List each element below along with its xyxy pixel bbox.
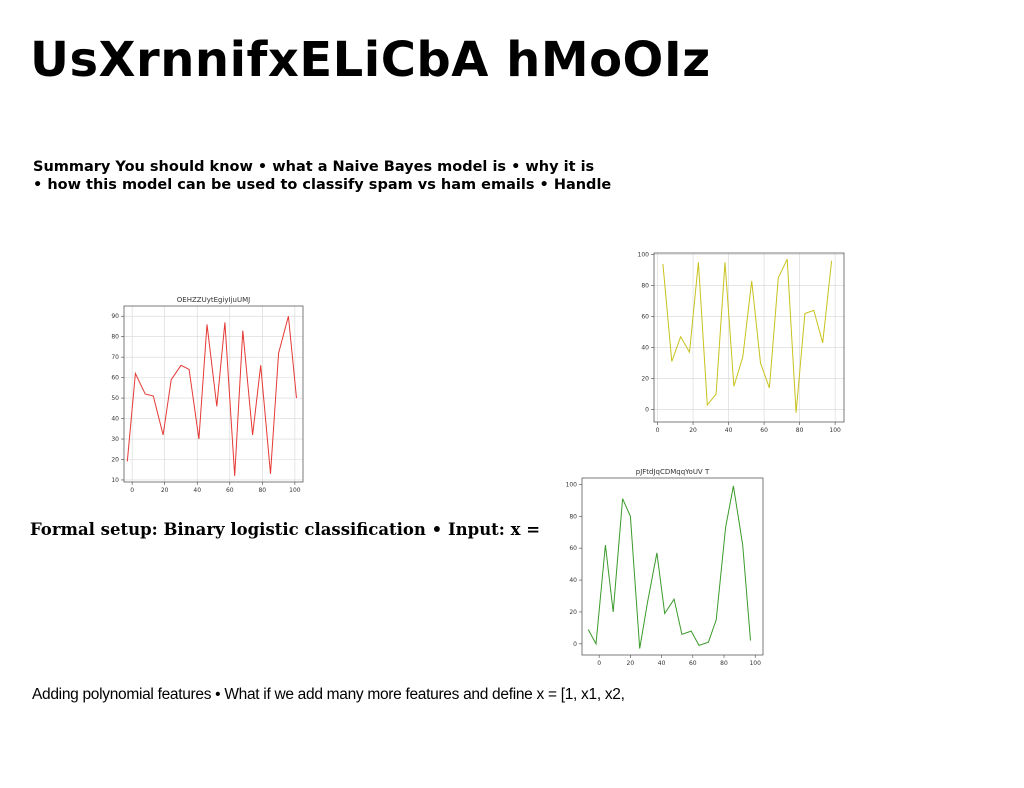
y-tick-label: 40: [641, 345, 649, 352]
series-line: [663, 259, 832, 413]
y-tick-label: 60: [569, 545, 577, 552]
y-tick-label: 30: [111, 436, 119, 443]
y-tick-label: 0: [645, 407, 649, 414]
summary-text: Summary You should know • what a Naive B…: [33, 158, 633, 194]
x-tick-label: 20: [627, 660, 635, 667]
y-tick-label: 0: [573, 641, 577, 648]
y-tick-label: 90: [111, 313, 119, 320]
x-tick-label: 80: [796, 427, 804, 434]
summary-line-2: • how this model can be used to classify…: [33, 176, 633, 194]
series-line: [588, 486, 750, 649]
y-tick-label: 80: [641, 283, 649, 290]
x-tick-label: 40: [193, 487, 201, 494]
y-tick-label: 40: [111, 416, 119, 423]
y-tick-label: 60: [111, 375, 119, 382]
chart-green-svg: pJFtdJqCDMqqYoUV T 0 20 40 60 80 100 0 20 40 60 80 1…: [558, 464, 768, 674]
chart-yellow-svg: 0 20 40 60 80 100 0 20 40 60 80 100: [630, 246, 850, 438]
x-tick-label: 0: [597, 660, 601, 667]
y-tick-label: 50: [111, 395, 119, 402]
chart-green: pJFtdJqCDMqqYoUV T 0 20 40 60 80 100 0 20 40 60 80 1…: [558, 464, 768, 678]
x-tick-label: 0: [656, 427, 660, 434]
summary-line-1: Summary You should know • what a Naive B…: [33, 158, 633, 176]
x-tick-label: 60: [226, 487, 234, 494]
x-tick-label: 80: [720, 660, 728, 667]
formal-setup-text: Formal setup: Binary logistic classifica…: [30, 520, 540, 539]
x-tick-label: 100: [749, 660, 761, 667]
chart-yellow: 0 20 40 60 80 100 0 20 40 60 80 100: [630, 246, 850, 442]
series-line: [127, 316, 296, 476]
x-tick-label: 60: [760, 427, 768, 434]
x-tick-label: 40: [725, 427, 733, 434]
y-tick-label: 20: [111, 456, 119, 463]
chart-red-svg: OEHZZUytEgiyIjuUMJ 0 20 40 60 80 100 10 20 30 40 50…: [104, 292, 314, 498]
y-tick-label: 10: [111, 477, 119, 484]
x-tick-label: 20: [689, 427, 697, 434]
x-tick-label: 100: [289, 487, 301, 494]
x-tick-label: 60: [689, 660, 697, 667]
x-tick-label: 80: [258, 487, 266, 494]
chart-title: pJFtdJqCDMqqYoUV T: [636, 468, 710, 476]
x-tick-label: 100: [829, 427, 841, 434]
y-tick-label: 70: [111, 354, 119, 361]
x-tick-label: 20: [161, 487, 169, 494]
polynomial-features-text: Adding polynomial features • What if we …: [32, 686, 625, 704]
x-tick-label: 0: [130, 487, 134, 494]
chart-title: OEHZZUytEgiyIjuUMJ: [177, 296, 250, 304]
y-tick-label: 20: [569, 609, 577, 616]
y-tick-label: 100: [638, 252, 650, 259]
plot-frame: [654, 253, 844, 422]
slide-title: UsXrnnifxELiCbA hMoOIz: [30, 32, 711, 88]
y-tick-label: 80: [111, 334, 119, 341]
x-tick-label: 40: [658, 660, 666, 667]
y-tick-label: 20: [641, 376, 649, 383]
y-tick-label: 40: [569, 577, 577, 584]
chart-red: OEHZZUytEgiyIjuUMJ 0 20 40 60 80 100 10 20 30 40 50…: [104, 292, 314, 502]
y-tick-label: 60: [641, 314, 649, 321]
y-tick-label: 100: [566, 481, 578, 488]
y-tick-label: 80: [569, 513, 577, 520]
